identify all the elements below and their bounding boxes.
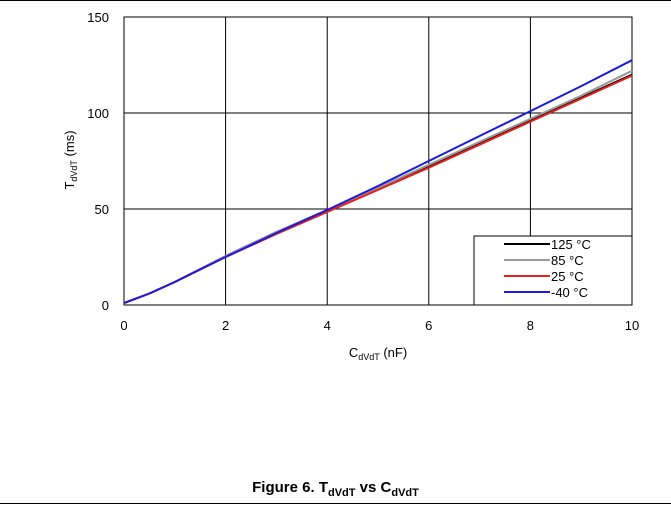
x-axis-label: CdVdT (nF) (349, 345, 407, 362)
x-tick-label: 0 (120, 318, 127, 333)
x-tick-label: 4 (324, 318, 331, 333)
legend-label-2: 25 °C (551, 269, 584, 284)
legend-label-1: 85 °C (551, 253, 584, 268)
legend: 125 °C85 °C25 °C-40 °C (473, 235, 633, 306)
bottom-rule (0, 503, 671, 504)
legend-box (473, 235, 633, 306)
top-rule (0, 0, 671, 1)
x-tick-label: 2 (222, 318, 229, 333)
x-tick-labels: 0 2 4 6 8 10 (120, 318, 639, 333)
series-lines (123, 59, 633, 305)
legend-label-0: 125 °C (551, 237, 591, 252)
plot-frame (123, 16, 633, 306)
y-tick-label: 100 (87, 106, 109, 121)
y-tick-label: 0 (102, 298, 109, 313)
series-line-3 (123, 59, 633, 305)
y-tick-labels: 0 50 100 150 (87, 10, 109, 313)
y-tick-label: 150 (87, 10, 109, 25)
x-tick-label: 6 (425, 318, 432, 333)
x-tick-label: 8 (527, 318, 534, 333)
x-tick-label: 10 (625, 318, 639, 333)
legend-label-3: -40 °C (551, 285, 588, 300)
figure-caption: Figure 6. TdVdT vs CdVdT (252, 479, 419, 499)
y-axis-label: TdVdT (ms) (62, 130, 79, 189)
legend-items: 125 °C85 °C25 °C-40 °C (504, 237, 591, 300)
y-tick-label: 50 (95, 202, 109, 217)
